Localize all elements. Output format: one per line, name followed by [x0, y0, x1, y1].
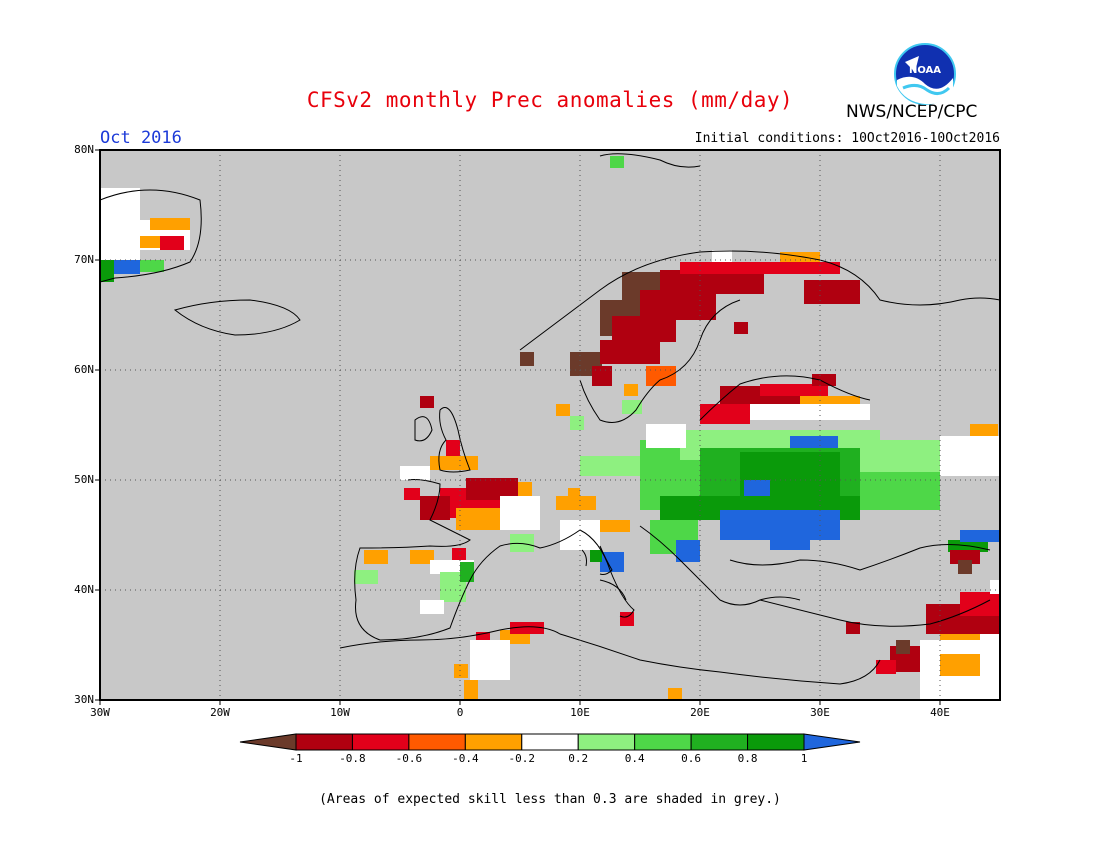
colorbar-box	[577, 733, 636, 751]
colorbar-box	[747, 733, 805, 751]
svg-text:NOAA: NOAA	[909, 65, 941, 76]
lon-label: 30W	[90, 706, 110, 719]
noaa-logo-icon: NOAA	[894, 43, 956, 105]
lon-label: 0	[456, 706, 464, 719]
coastlines	[100, 153, 1000, 685]
lat-label: 50N	[74, 473, 94, 486]
forecast-month: Oct 2016	[100, 128, 182, 148]
colorbar-label: -0.8	[339, 752, 366, 765]
colorbar-box	[464, 733, 523, 751]
colorbar-label: -0.2	[508, 752, 536, 765]
colorbar	[239, 733, 861, 751]
axis-ticks	[95, 149, 941, 705]
lon-label: 40E	[930, 706, 950, 719]
colorbar-box	[634, 733, 692, 751]
skill-footnote: (Areas of expected skill less than 0.3 a…	[319, 792, 781, 807]
lat-label: 30N	[74, 693, 94, 706]
colorbar-label: -0.4	[452, 752, 479, 765]
colorbar-label: 0.6	[681, 752, 702, 765]
lat-lon-grid	[100, 150, 1000, 700]
colorbar-box	[351, 733, 410, 751]
colorbar-label: -0.6	[395, 752, 423, 765]
lon-label: 20W	[210, 706, 230, 719]
initial-conditions: Initial conditions: 10Oct2016-10Oct2016	[694, 131, 1000, 146]
colorbar-box	[521, 733, 579, 751]
lon-label: 10W	[330, 706, 350, 719]
lon-label: 10E	[570, 706, 590, 719]
colorbar-label: 0.4	[624, 752, 645, 765]
map-frame	[99, 149, 1001, 701]
colorbar-label: -1	[289, 752, 303, 765]
anomaly-cells	[100, 156, 1000, 700]
colorbar-box	[295, 733, 353, 751]
colorbar-label: 0.8	[737, 752, 758, 765]
colorbar-label: 0.2	[568, 752, 589, 765]
colorbar-box	[690, 733, 749, 751]
lat-label: 60N	[74, 363, 94, 376]
lat-label: 40N	[74, 583, 94, 596]
lon-label: 30E	[810, 706, 830, 719]
colorbar-box	[408, 733, 466, 751]
agency-label: NWS/NCEP/CPC	[846, 102, 978, 122]
colorbar-label: 1	[800, 752, 808, 765]
map-background	[100, 150, 1000, 700]
lat-label: 70N	[74, 253, 94, 266]
colorbar-low-arrow	[239, 733, 297, 751]
chart-title: CFSv2 monthly Prec anomalies (mm/day)	[306, 88, 794, 112]
lon-label: 20E	[690, 706, 710, 719]
colorbar-high-arrow	[803, 733, 861, 751]
lat-label: 80N	[74, 143, 94, 156]
